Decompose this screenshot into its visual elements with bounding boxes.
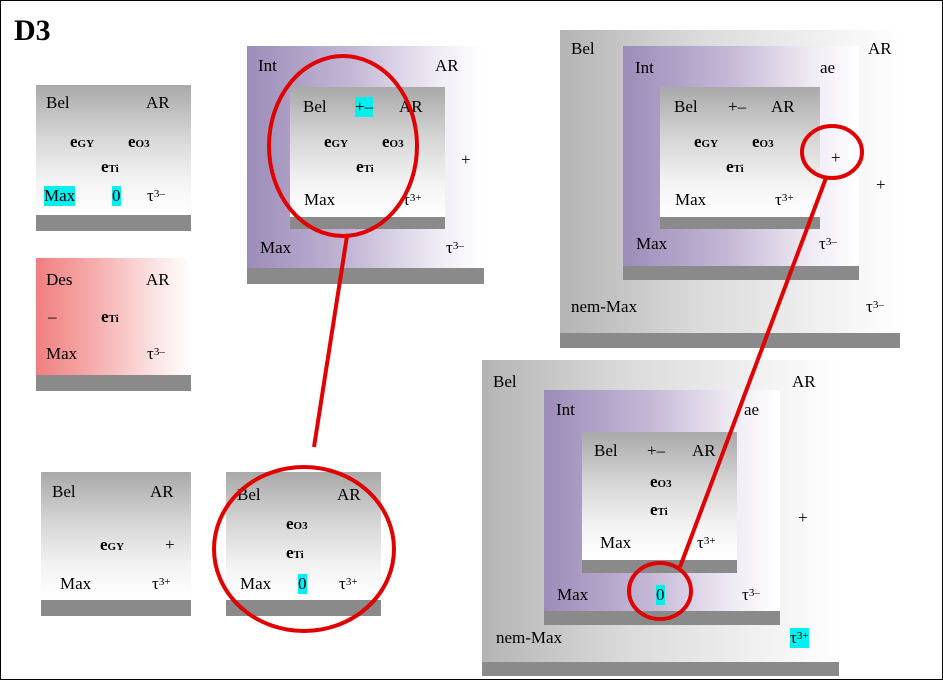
box1-max-label: Max (44, 186, 76, 206)
box7-plus: + (798, 508, 808, 527)
box1-e-gy: eGY (70, 132, 95, 151)
box6-inner-max-label: Max (675, 190, 707, 209)
box3-max-label: Max (60, 574, 92, 593)
box5-inner-shadow (290, 217, 445, 229)
box7-inner-e-ti: eTi (650, 500, 668, 519)
box3-shadow (41, 600, 191, 616)
box3-e-gy: eGY (100, 535, 125, 554)
box6-inner-bel-label: Bel (674, 97, 698, 116)
box2-des-label: Des (46, 270, 73, 289)
box7-int-max-label: Max (557, 585, 589, 604)
box5-int-label: Int (258, 56, 277, 75)
box7-inner-tau: τ3+ (697, 533, 716, 552)
box6-int-label: Int (635, 58, 654, 77)
box5-inner-e-ti: eTi (356, 157, 374, 176)
box6-inner-tau: τ3+ (775, 190, 794, 209)
box6-shadow (560, 333, 900, 348)
box7-int-label: Int (556, 400, 575, 419)
box4-max-label: Max (240, 574, 272, 593)
box6-int-shadow (623, 266, 859, 280)
box7-inner-shadow (582, 560, 737, 573)
box6-int-max-label: Max (636, 234, 668, 253)
box5-inner-tau: τ3+ (403, 190, 422, 209)
box5-ar-label: AR (435, 56, 459, 75)
box4-bel-label: Bel (237, 485, 261, 504)
box6-inner-ar-label: AR (771, 97, 795, 116)
box6-plus: + (876, 175, 886, 194)
box1-e-ti: eTi (101, 157, 119, 176)
box7-inner-plusminus: +– (647, 441, 666, 460)
box7-inner-max-label: Max (600, 533, 632, 552)
box5-shadow (247, 268, 484, 284)
box3-bel (41, 472, 191, 600)
box7-ar-label: AR (792, 372, 816, 391)
box6-inner-plusminus: +– (728, 97, 747, 116)
box7-inner-bel-label: Bel (594, 441, 618, 460)
box4-ar-label: AR (337, 485, 361, 504)
box5-inner-max-label: Max (304, 190, 336, 209)
box6-ae-label: ae (820, 58, 836, 77)
box6-inner-plus: + (831, 148, 841, 167)
box7-inner-ar-label: AR (692, 441, 716, 460)
box6-inner-e-o3: eO3 (752, 132, 774, 151)
box2-e-ti: eTi (101, 307, 119, 326)
box2-tau: τ3– (147, 344, 165, 363)
box1-shadow (36, 215, 191, 231)
box7-inner-e-o3: eO3 (650, 472, 672, 491)
box1-e-o3: eO3 (128, 132, 150, 151)
box2-ar-label: AR (146, 270, 170, 289)
box2-shadow (36, 375, 191, 391)
box7-bel-label: Bel (493, 372, 517, 391)
box7-nem-max-label: nem-Max (496, 628, 563, 647)
box6-inner-shadow (660, 217, 820, 229)
box3-bel-label: Bel (52, 482, 76, 501)
box4-shadow (226, 600, 381, 616)
box7-shadow (482, 662, 839, 676)
box1-bel-label: Bel (46, 93, 70, 112)
box5-max-label: Max (260, 238, 292, 257)
box7-tau: τ3+ (790, 628, 809, 648)
box5-inner-ar-label: AR (399, 97, 423, 116)
box6-tau: τ3– (866, 297, 884, 316)
box4-tau: τ3+ (339, 574, 358, 593)
box4-zero: 0 (298, 574, 307, 594)
box3-ar-label: AR (150, 482, 174, 501)
box5-tau: τ3– (446, 238, 464, 257)
box5-inner-bel-label: Bel (303, 97, 327, 116)
box3-tau: τ3+ (152, 574, 171, 593)
box6-bel-label: Bel (571, 39, 595, 58)
box7-ae-label: ae (744, 400, 760, 419)
box3-plus: + (165, 535, 175, 554)
box6-inner-e-ti: eTi (726, 157, 744, 176)
box4-e-o3: eO3 (286, 514, 308, 533)
box6-ar-label: AR (868, 39, 892, 58)
box2-des (36, 258, 191, 375)
box1-tau: τ3– (147, 186, 165, 205)
box6-int-tau: τ3– (819, 234, 837, 253)
box5-plus: + (461, 150, 471, 169)
box5-inner-e-gy: eGY (324, 132, 349, 151)
box7-int-tau: τ3– (742, 585, 760, 604)
box2-minus: – (48, 307, 57, 326)
box7-zero: 0 (656, 585, 665, 605)
box6-nem-max-label: nem-Max (571, 297, 638, 316)
box1-zero: 0 (112, 186, 121, 206)
diagram-title: D3 (14, 14, 51, 47)
box6-inner-e-gy: eGY (694, 132, 719, 151)
box7-int-shadow (544, 611, 780, 625)
box1-ar-label: AR (146, 93, 170, 112)
box2-max-label: Max (46, 344, 78, 363)
box5-inner-e-o3: eO3 (382, 132, 404, 151)
box4-e-ti: eTi (286, 543, 304, 562)
box5-inner-plusminus: +– (355, 97, 374, 117)
